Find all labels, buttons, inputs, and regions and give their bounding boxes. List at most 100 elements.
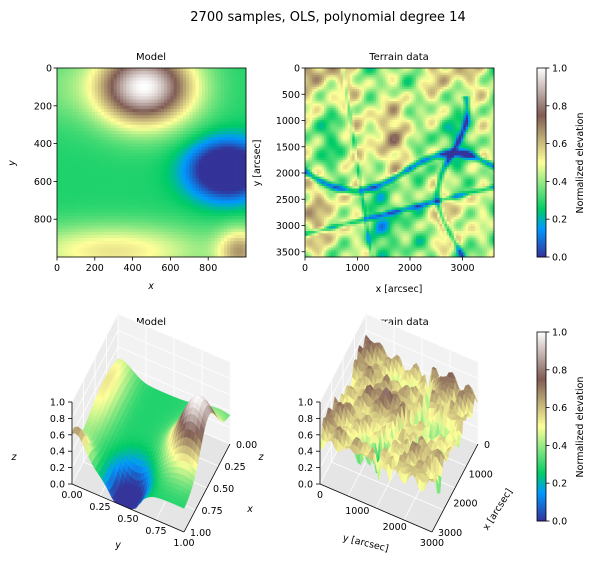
model-heatmap-cell	[104, 109, 108, 113]
terrain-heatmap-cell	[400, 68, 403, 71]
model-heatmap-cell	[208, 106, 212, 110]
model-heatmap-cell	[192, 112, 196, 116]
terrain-heatmap-cell	[442, 75, 445, 78]
model-heatmap-cell	[98, 222, 102, 226]
model-heatmap-cell	[192, 109, 196, 113]
model-heatmap-cell	[145, 71, 149, 75]
model-heatmap-cell	[98, 156, 102, 160]
model-heatmap-cell	[85, 90, 89, 94]
model-heatmap-cell	[180, 200, 184, 204]
model-heatmap-cell	[114, 96, 118, 100]
model-heatmap-cell	[85, 93, 89, 97]
terrain-heatmap-cell	[324, 73, 327, 76]
terrain-heatmap-cell	[326, 101, 329, 104]
model-heatmap-cell	[221, 213, 225, 217]
model-heatmap-cell	[136, 128, 140, 132]
model-heatmap-cell	[63, 74, 67, 78]
model-heatmap-cell	[85, 115, 89, 119]
model-heatmap-cell	[133, 188, 137, 192]
terrain-heatmap-cell	[475, 70, 478, 73]
model-heatmap-cell	[233, 90, 237, 94]
model-heatmap-cell	[199, 200, 203, 204]
model-heatmap-cell	[95, 185, 99, 189]
terrain-heatmap-cell	[411, 73, 414, 76]
model-heatmap-cell	[155, 188, 159, 192]
terrain-heatmap-cell	[409, 106, 412, 109]
model-heatmap-cell	[167, 219, 171, 223]
model-heatmap-cell	[117, 207, 121, 211]
model-heatmap-cell	[107, 87, 111, 91]
terrain-heatmap-cell	[466, 92, 469, 95]
model-heatmap-cell	[139, 172, 143, 176]
model-heatmap-cell	[215, 115, 219, 119]
terrain-heatmap-cell	[329, 103, 332, 106]
model-heatmap-cell	[208, 203, 212, 207]
model-heatmap-cell	[208, 153, 212, 157]
model-heatmap-cell	[230, 140, 234, 144]
terrain-heatmap-cell	[331, 75, 334, 78]
model-heatmap-cell	[89, 68, 93, 72]
model-heatmap-cell	[199, 219, 203, 223]
terrain-heatmap-cell	[475, 85, 478, 88]
model-heatmap-cell	[133, 241, 137, 245]
model-heatmap-cell	[79, 251, 83, 255]
model-heatmap-cell	[186, 81, 190, 85]
model-heatmap-cell	[92, 87, 96, 91]
model-heatmap-cell	[92, 175, 96, 179]
model-heatmap-cell	[196, 134, 200, 138]
terrain-heatmap-cell	[350, 75, 353, 78]
model-heatmap-cell	[170, 251, 174, 255]
model-heatmap-cell	[221, 90, 225, 94]
model-heatmap-cell	[117, 122, 121, 126]
model-heatmap-cell	[205, 122, 209, 126]
model-heatmap-cell	[82, 106, 86, 110]
model-heatmap-cell	[66, 178, 70, 182]
model-heatmap-cell	[133, 125, 137, 129]
model-heatmap-cell	[145, 235, 149, 239]
terrain-heatmap-cell	[381, 80, 384, 83]
model-heatmap-cell	[155, 131, 159, 135]
model-heatmap-cell	[177, 156, 181, 160]
model-heatmap-cell	[92, 93, 96, 97]
model-heatmap-cell	[136, 147, 140, 151]
model-heatmap-cell	[145, 194, 149, 198]
terrain-heatmap-cell	[326, 77, 329, 80]
terrain-heatmap-cell	[470, 94, 473, 97]
model-heatmap-cell	[174, 191, 178, 195]
terrain-heatmap-cell	[414, 73, 417, 76]
model-heatmap-cell	[167, 200, 171, 204]
terrain-heatmap-cell	[322, 92, 325, 95]
model-heatmap-cell	[189, 77, 193, 81]
model-heatmap-cell	[107, 197, 111, 201]
terrain-heatmap-cell	[395, 70, 398, 73]
terrain-heatmap-cell	[440, 68, 443, 71]
model-heatmap-cell	[240, 232, 244, 236]
model-heatmap-cell	[73, 216, 77, 220]
model-heatmap-cell	[120, 90, 124, 94]
terrain-heatmap-cell	[487, 103, 490, 106]
terrain-heatmap-cell	[336, 70, 339, 73]
model-heatmap-cell	[189, 131, 193, 135]
terrain-heatmap-cell	[428, 89, 431, 92]
terrain-heatmap-cell	[402, 94, 405, 97]
model-heatmap-cell	[183, 169, 187, 173]
model-heatmap-cell	[89, 248, 93, 252]
model-heatmap-cell	[129, 219, 133, 223]
terrain-heatmap-cell	[409, 70, 412, 73]
model-heatmap-cell	[170, 156, 174, 160]
terrain-heatmap-cell	[369, 106, 372, 109]
model-heatmap-cell	[183, 77, 187, 81]
terrain-heatmap-cell	[326, 92, 329, 95]
model-heatmap-cell	[145, 232, 149, 236]
model-heatmap-cell	[101, 172, 105, 176]
model-heatmap-cell	[60, 210, 64, 214]
terrain-heatmap-cell	[487, 94, 490, 97]
terrain-heatmap-cell	[473, 77, 476, 80]
model-heatmap-cell	[170, 128, 174, 132]
model-heatmap-cell	[180, 134, 184, 138]
terrain-heatmap-cell	[477, 99, 480, 102]
model-heatmap-cell	[92, 232, 96, 236]
model-heatmap-cell	[196, 216, 200, 220]
terrain-heatmap-cell	[397, 92, 400, 95]
terrain-heatmap-cell	[376, 70, 379, 73]
